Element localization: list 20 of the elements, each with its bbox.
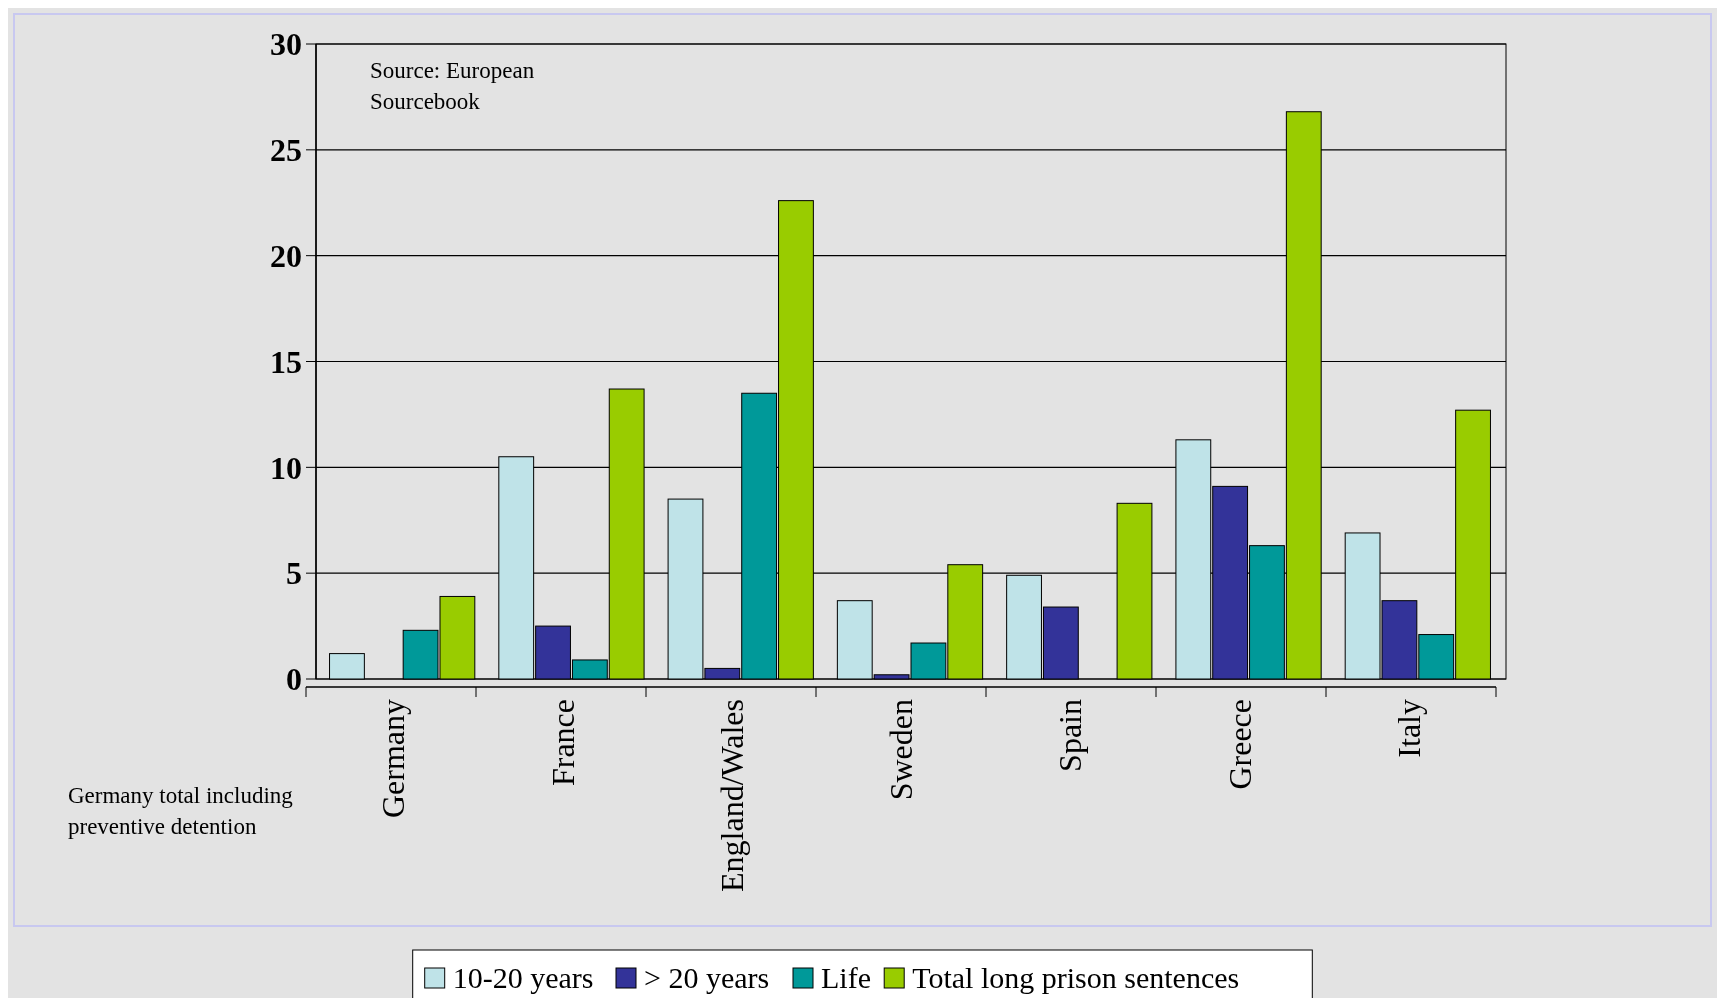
x-tick-label: Spain: [1052, 699, 1089, 772]
legend-label: > 20 years: [644, 961, 770, 994]
legend-label: Total long prison sentences: [912, 961, 1240, 994]
y-tick-label: 25: [270, 132, 302, 169]
y-tick-label: 20: [270, 237, 302, 274]
x-tick-label: France: [544, 699, 581, 787]
x-tick-label: Germany: [375, 699, 412, 819]
legend-label: 10-20 years: [452, 961, 594, 994]
x-tick-label: Italy: [1391, 699, 1428, 758]
y-tick-label: 10: [270, 449, 302, 486]
annotation: Source: European Sourcebook: [370, 58, 535, 114]
x-tick-label: Sweden: [883, 699, 920, 801]
legend-label: Life: [821, 961, 871, 994]
x-tick-label: England/Wales: [713, 699, 750, 892]
x-tick-label: Greece: [1221, 699, 1258, 790]
y-tick-label: 0: [286, 661, 302, 698]
y-tick-label: 15: [270, 343, 302, 380]
y-tick-label: 5: [286, 555, 302, 592]
y-tick-label: 30: [270, 26, 302, 63]
text: Germany total including preventive detention: [68, 783, 294, 839]
